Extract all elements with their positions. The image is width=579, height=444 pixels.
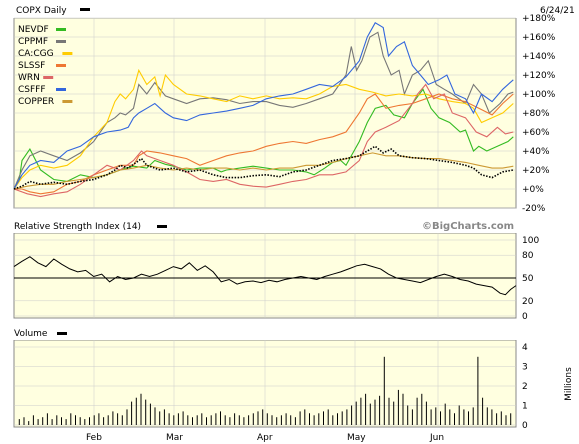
legend-label: CPPMF <box>18 37 48 47</box>
legend-label: SLSSF <box>18 61 45 71</box>
volume-tick-label: 3 <box>522 363 528 373</box>
price-tick-label: +60% <box>522 128 550 138</box>
rsi-grid <box>14 233 516 318</box>
legend: NEVDF CPPMF CA:CGG SLSSF WRN CSFFF COPPER <box>18 25 73 107</box>
volume-tick-label: 0 <box>522 421 528 431</box>
title-legend-swatch <box>80 8 90 11</box>
rsi-header-bar <box>0 219 579 233</box>
watermark: ©BigCharts.com <box>422 221 514 232</box>
price-series-group <box>13 22 514 198</box>
volume-axis-unit: Millions <box>564 367 574 401</box>
rsi-axis: 100 80 50 20 0 <box>522 236 539 322</box>
volume-axis: 4 3 2 1 0 <box>522 343 528 431</box>
price-tick-label: +140% <box>522 52 556 62</box>
series-line-copx <box>13 145 514 190</box>
rsi-series-group <box>13 256 517 296</box>
series-line-copper <box>13 152 514 190</box>
month-label: Jun <box>429 433 444 443</box>
price-tick-label: -20% <box>522 204 546 214</box>
price-tick-label: +120% <box>522 71 556 81</box>
volume-bars-group <box>18 356 512 425</box>
rsi-tick-label: 50 <box>522 274 534 284</box>
volume-grid <box>14 340 516 427</box>
month-label: Mar <box>166 433 183 443</box>
chart-date: 6/24/21 <box>540 6 575 16</box>
price-grid <box>14 17 516 209</box>
series-line-cppmf <box>13 31 514 190</box>
rsi-tick-label: 20 <box>522 297 534 307</box>
price-tick-label: +0% <box>522 185 544 195</box>
legend-swatch <box>62 52 73 55</box>
legend-label: CA:CGG <box>18 49 54 59</box>
legend-swatch <box>56 88 66 91</box>
volume-title: Volume <box>14 329 48 339</box>
series-line-csfff <box>13 22 514 190</box>
price-tick-label: +40% <box>522 147 550 157</box>
header-bar <box>0 0 579 18</box>
price-tick-label: +80% <box>522 109 550 119</box>
price-axis: +180% +160% +140% +120% +100% +80% +60% +40% +20… <box>522 14 556 214</box>
volume-header-bar <box>0 326 579 340</box>
legend-swatch <box>56 40 66 43</box>
price-tick-label: +180% <box>522 14 556 24</box>
rsi-line <box>13 256 517 296</box>
month-label: Apr <box>257 433 273 443</box>
chart-title: COPX Daily <box>16 6 67 16</box>
legend-swatch <box>56 28 66 31</box>
rsi-tick-label: 0 <box>522 312 528 322</box>
price-tick-label: +160% <box>522 33 556 43</box>
legend-label: COPPER <box>18 97 54 107</box>
rsi-tick-label: 80 <box>522 251 534 261</box>
month-labels: Feb Mar Apr May Jun <box>86 433 444 443</box>
legend-label: CSFFF <box>18 85 46 95</box>
volume-tick-label: 4 <box>522 343 528 353</box>
series-line-wrn <box>13 83 514 198</box>
legend-label: WRN <box>18 73 40 83</box>
legend-swatch <box>56 64 66 67</box>
legend-label: NEVDF <box>18 25 49 35</box>
price-tick-label: +100% <box>522 90 556 100</box>
volume-tick-label: 2 <box>522 382 528 392</box>
rsi-tick-label: 100 <box>522 236 539 246</box>
price-tick-label: +20% <box>522 166 550 176</box>
rsi-legend-swatch <box>157 225 167 228</box>
legend-swatch <box>62 100 73 103</box>
volume-legend-swatch <box>57 332 67 335</box>
month-label: May <box>347 433 366 443</box>
month-label: Feb <box>86 433 102 443</box>
legend-swatch <box>43 76 54 79</box>
rsi-title: Relative Strength Index (14) <box>14 222 141 232</box>
volume-tick-label: 1 <box>522 402 528 412</box>
